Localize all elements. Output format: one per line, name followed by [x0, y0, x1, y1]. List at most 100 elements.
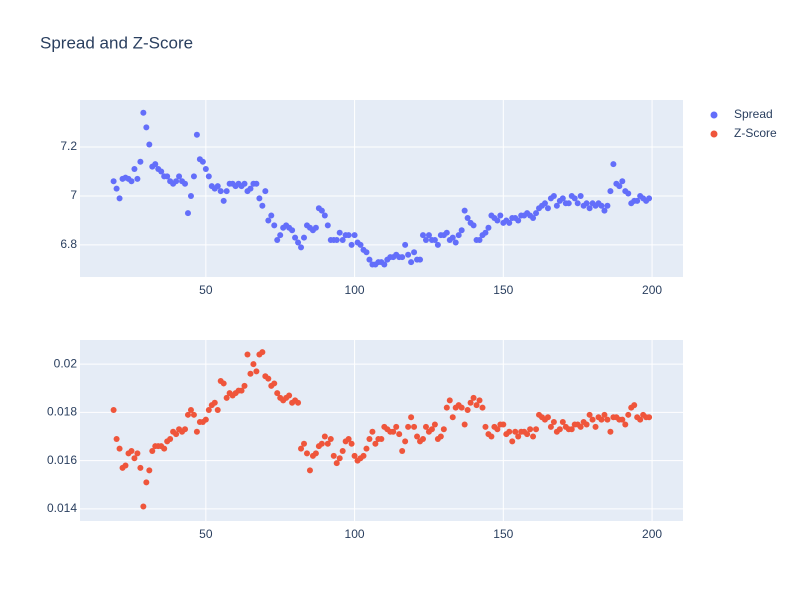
data-point [110, 178, 117, 185]
data-point [164, 173, 171, 180]
data-point [193, 131, 200, 138]
data-point [241, 382, 248, 389]
data-point [461, 421, 468, 428]
data-point [190, 411, 197, 418]
data-point [205, 406, 212, 413]
data-point [485, 224, 492, 231]
data-point [312, 224, 319, 231]
data-point [559, 195, 566, 202]
data-point [533, 210, 540, 217]
data-point [476, 397, 483, 404]
data-point [333, 460, 340, 467]
data-point [247, 185, 254, 192]
x-tick-label: 50 [199, 283, 213, 297]
x-tick-label: 50 [199, 527, 213, 541]
data-point [458, 227, 465, 234]
data-point [223, 394, 230, 401]
data-point [616, 183, 623, 190]
data-point [149, 448, 156, 455]
data-point [422, 237, 429, 244]
data-point [259, 202, 266, 209]
data-point [211, 399, 218, 406]
data-point [348, 440, 355, 447]
data-point [553, 202, 560, 209]
data-point [256, 195, 263, 202]
data-point [250, 361, 257, 368]
data-point [443, 229, 450, 236]
data-point [158, 168, 165, 175]
data-point [241, 180, 248, 187]
data-point [262, 188, 269, 195]
data-point [434, 241, 441, 248]
data-point [461, 207, 468, 214]
x-tick-label: 100 [345, 527, 365, 541]
data-point [321, 212, 328, 219]
data-point [431, 237, 438, 244]
data-point [301, 440, 308, 447]
data-point [369, 428, 376, 435]
data-point [556, 426, 563, 433]
data-point [455, 232, 462, 239]
data-point [184, 210, 191, 217]
data-point [333, 237, 340, 244]
x-tick-label: 150 [493, 283, 513, 297]
data-point [173, 178, 180, 185]
data-point [312, 450, 319, 457]
data-point [568, 426, 575, 433]
data-point [321, 433, 328, 440]
data-point [574, 200, 581, 207]
data-point [202, 166, 209, 173]
data-point [298, 244, 305, 251]
data-point [419, 435, 426, 442]
data-point [137, 158, 144, 165]
data-point [646, 414, 653, 421]
data-point [449, 234, 456, 241]
data-point [190, 173, 197, 180]
y-tick-label: 7.2 [60, 139, 77, 153]
data-point [327, 435, 334, 442]
data-point [619, 416, 626, 423]
y-tick-label: 7 [70, 188, 77, 202]
data-point [530, 215, 537, 221]
data-point [253, 368, 260, 375]
data-point [306, 467, 313, 474]
x-tick-label: 150 [493, 527, 513, 541]
data-point [244, 351, 251, 358]
data-point [336, 455, 343, 462]
data-point [137, 464, 144, 471]
data-point [143, 479, 150, 486]
data-point [271, 222, 278, 229]
data-point [506, 428, 513, 435]
data-point [533, 426, 540, 433]
data-point [298, 445, 305, 452]
data-point [214, 406, 221, 413]
data-point [357, 241, 364, 248]
data-point [339, 237, 346, 244]
data-point [345, 232, 352, 239]
data-point [259, 349, 266, 356]
data-point [524, 431, 531, 438]
data-point [295, 239, 302, 246]
data-point [515, 217, 522, 224]
data-point [482, 229, 489, 236]
data-point [253, 180, 260, 187]
data-point [422, 423, 429, 430]
data-point [476, 237, 483, 244]
data-point [625, 190, 632, 197]
data-point [187, 192, 194, 199]
data-point [173, 431, 180, 438]
data-point [419, 232, 426, 239]
data-point [140, 109, 147, 116]
data-point [366, 435, 373, 442]
data-point [351, 232, 358, 239]
y-tick-label: 0.02 [54, 356, 78, 370]
data-point [265, 217, 272, 224]
data-point [381, 261, 388, 268]
data-point [470, 394, 477, 401]
data-point [131, 166, 138, 173]
data-point [220, 380, 227, 387]
data-point [589, 416, 596, 423]
data-point [437, 433, 444, 440]
data-point [402, 241, 409, 248]
data-point [559, 419, 566, 426]
